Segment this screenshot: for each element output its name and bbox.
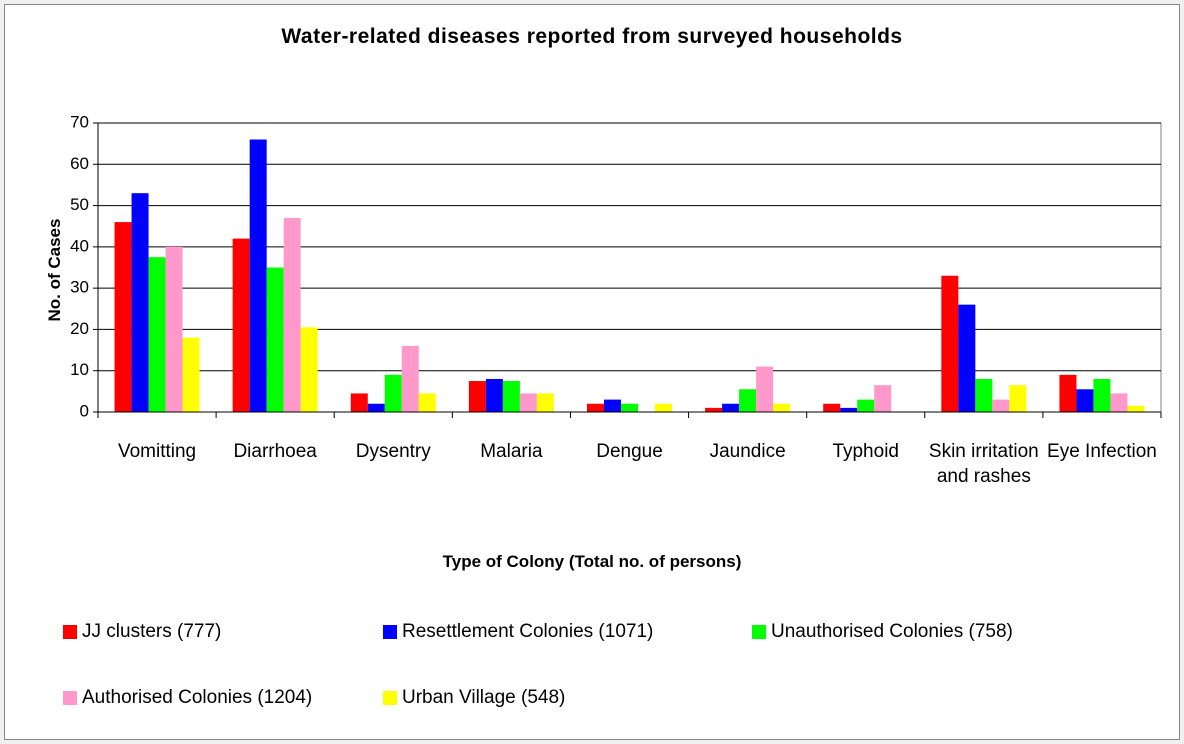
bar — [232, 238, 250, 412]
bar — [655, 403, 672, 412]
bar — [941, 275, 959, 412]
bar — [823, 403, 841, 412]
legend-swatch — [63, 691, 77, 705]
y-tick-label: 70 — [70, 112, 89, 131]
y-tick-label: 30 — [70, 278, 89, 297]
bar — [705, 407, 723, 412]
bar — [840, 407, 858, 412]
legend-item: Resettlement Colonies (1071) — [383, 621, 653, 643]
x-tick-label: Eye Infection — [1047, 441, 1157, 462]
x-tick-label: Vomitting — [117, 441, 197, 462]
bar — [722, 403, 740, 412]
bar — [266, 267, 284, 412]
legend-label: Urban Village (548) — [402, 687, 566, 708]
bar — [1076, 389, 1094, 412]
bar — [468, 381, 486, 412]
bar — [148, 257, 166, 412]
plot: 0 10 20 30 40 50 60 70 — [70, 112, 1162, 420]
bar — [1059, 374, 1077, 412]
x-tick-label: Jaundice — [709, 441, 786, 462]
bar — [502, 381, 520, 412]
y-tick-label: 20 — [70, 319, 89, 338]
legend-label: Unauthorised Colonies (758) — [771, 621, 1013, 642]
x-axis-title: Type of Colony (Total no. of persons) — [442, 552, 742, 571]
legend-swatch — [383, 691, 397, 705]
x-tick-label: Dengue — [596, 441, 663, 462]
y-tick-label: 10 — [70, 360, 89, 379]
x-tick-label: Typhoid — [832, 441, 899, 462]
y-tick-label: 40 — [70, 236, 89, 255]
y-tick-label: 0 — [80, 401, 89, 420]
legend-label: Authorised Colonies (1204) — [82, 687, 313, 708]
legend-swatch — [383, 625, 397, 639]
chart: 0 10 20 30 40 50 60 70 Water-related diseases r… — [4, 4, 1180, 740]
bar — [131, 193, 149, 412]
bar — [587, 403, 604, 412]
bar — [182, 337, 200, 412]
bar — [114, 222, 132, 412]
bar — [249, 139, 267, 412]
bar — [384, 374, 402, 412]
bar — [1127, 405, 1145, 412]
bar — [418, 393, 436, 412]
legend-label: Resettlement Colonies (1071) — [402, 621, 654, 642]
y-tick-label: 60 — [70, 154, 89, 173]
y-axis-title: No. of Cases — [45, 218, 64, 322]
x-tick-label: Dysentry — [355, 441, 431, 462]
bar — [773, 403, 791, 412]
bar — [874, 385, 892, 412]
bar — [300, 327, 318, 412]
legend-item: JJ clusters (777) — [63, 621, 221, 643]
bar — [756, 366, 774, 412]
bar — [350, 393, 368, 412]
bar — [485, 378, 503, 412]
bar — [536, 393, 554, 412]
bar — [604, 399, 621, 412]
bar — [857, 399, 875, 412]
x-tick-label: Skin irritation and rashes — [928, 441, 1039, 487]
legend-swatch — [63, 625, 77, 639]
legend-item: Authorised Colonies (1204) — [63, 687, 312, 709]
legend-item: Urban Village (548) — [383, 687, 565, 709]
bar — [1093, 378, 1111, 412]
x-tick-label: Diarrhoea — [233, 441, 317, 462]
bar — [992, 399, 1010, 412]
bar — [1009, 385, 1027, 412]
bar — [958, 304, 976, 412]
legend-label: JJ clusters (777) — [82, 621, 222, 642]
bar — [401, 345, 419, 412]
bar — [1110, 393, 1128, 412]
bar — [519, 393, 537, 412]
legend-item: Unauthorised Colonies (758) — [752, 621, 1013, 643]
bar — [283, 217, 301, 412]
bar — [975, 378, 993, 412]
legend-swatch — [752, 625, 766, 639]
y-tick-label: 50 — [70, 195, 89, 214]
bar — [739, 389, 757, 412]
bar — [621, 403, 638, 412]
bar — [367, 403, 385, 412]
bar — [165, 246, 183, 412]
chart-title: Water-related diseases reported from sur… — [281, 25, 903, 48]
x-tick-label: Malaria — [480, 441, 543, 462]
